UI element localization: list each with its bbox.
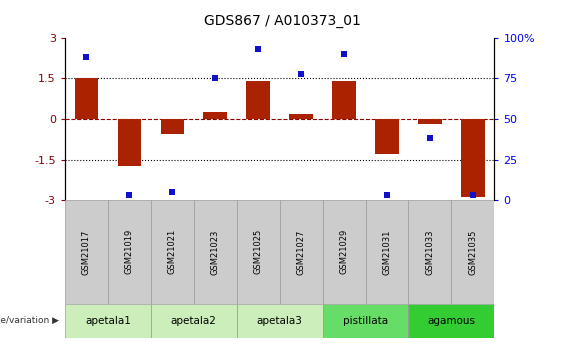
Text: GSM21031: GSM21031	[383, 229, 392, 275]
Text: GSM21029: GSM21029	[340, 229, 349, 275]
Bar	[203, 112, 227, 119]
Text: GSM21021: GSM21021	[168, 229, 177, 275]
Point	[340, 51, 349, 57]
Bar	[108, 200, 151, 304]
Point	[211, 76, 220, 81]
Bar	[332, 81, 356, 119]
Text: GSM21023: GSM21023	[211, 229, 220, 275]
Text: apetala3: apetala3	[257, 316, 303, 326]
Point	[125, 193, 134, 198]
Bar	[160, 119, 184, 134]
Bar	[194, 200, 237, 304]
Bar	[418, 119, 442, 125]
Text: apetala1: apetala1	[85, 316, 131, 326]
Point	[297, 71, 306, 76]
Point	[468, 193, 477, 198]
Bar	[451, 200, 494, 304]
Text: GSM21025: GSM21025	[254, 229, 263, 275]
Bar	[375, 119, 399, 154]
Bar	[118, 119, 141, 166]
Bar	[65, 304, 151, 338]
Text: GSM21035: GSM21035	[468, 229, 477, 275]
Bar	[323, 304, 408, 338]
Text: GSM21033: GSM21033	[425, 229, 434, 275]
Bar	[151, 304, 237, 338]
Text: GSM21017: GSM21017	[82, 229, 91, 275]
Point	[168, 189, 177, 195]
Text: pistillata: pistillata	[343, 316, 388, 326]
Bar	[289, 114, 313, 119]
Bar	[65, 200, 108, 304]
Bar	[237, 200, 280, 304]
Bar	[461, 119, 485, 197]
Bar	[280, 200, 323, 304]
Text: GDS867 / A010373_01: GDS867 / A010373_01	[204, 14, 361, 28]
Point	[383, 193, 392, 198]
Bar	[408, 304, 494, 338]
Bar	[366, 200, 408, 304]
Point	[425, 136, 434, 141]
Point	[82, 55, 91, 60]
Bar	[246, 81, 270, 119]
Text: genotype/variation ▶: genotype/variation ▶	[0, 316, 59, 325]
Point	[254, 47, 263, 52]
Text: apetala2: apetala2	[171, 316, 217, 326]
Text: agamous: agamous	[428, 316, 475, 326]
Text: GSM21027: GSM21027	[297, 229, 306, 275]
Bar	[75, 78, 98, 119]
Bar	[323, 200, 366, 304]
Bar	[237, 304, 323, 338]
Bar	[151, 200, 194, 304]
Bar	[408, 200, 451, 304]
Text: GSM21019: GSM21019	[125, 229, 134, 275]
